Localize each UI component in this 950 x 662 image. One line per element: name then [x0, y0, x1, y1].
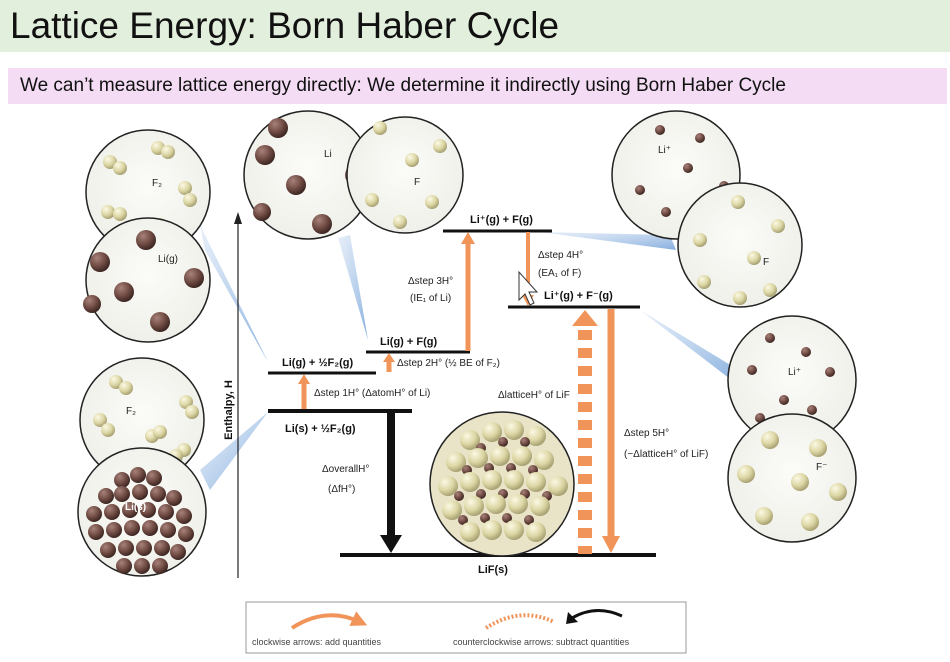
label-lattice: ΔlatticeH° of LiF	[498, 390, 570, 401]
arrow-step1-head	[298, 374, 310, 384]
pointer-li-g	[200, 225, 268, 362]
label-circle-f2-bottom: F₂	[126, 406, 136, 417]
circle-li-plus-right	[727, 315, 857, 445]
pointer-li-plus-right	[640, 310, 738, 385]
label-step4-b: (EA₁ of F)	[538, 268, 581, 279]
label-li-g: Li(g) + ½F₂(g)	[282, 357, 354, 369]
pointer-li-s	[200, 412, 268, 490]
circle-li-g	[83, 217, 211, 343]
arrow-overall-head	[380, 535, 402, 553]
label-circle-li-plus-top: Li⁺	[658, 145, 671, 156]
pointer-li-plus-top	[540, 232, 676, 250]
label-step5-a: Δstep 5H°	[624, 428, 669, 439]
legend-dashed-arrow	[484, 613, 555, 630]
label-circle-f-right: F	[763, 257, 769, 268]
subtitle-bar: We can’t measure lattice energy directly…	[8, 68, 947, 104]
label-circle-f-top: F	[414, 177, 420, 188]
label-lif-s: LiF(s)	[478, 564, 508, 576]
label-circle-li-plus-right: Li⁺	[788, 367, 801, 378]
arrow-step2-head	[383, 353, 395, 362]
circle-f-right	[677, 182, 803, 308]
title-bar: Lattice Energy: Born Haber Cycle	[0, 0, 950, 52]
label-li-plus-f: Li⁺(g) + F(g)	[470, 214, 533, 226]
y-axis-arrowhead	[234, 212, 242, 224]
mouse-cursor-icon	[518, 270, 539, 306]
label-overall-a: ΔoverallH°	[322, 464, 369, 475]
label-circle-li-g: Li(g)	[158, 254, 178, 265]
arrow-step5-head	[602, 536, 620, 553]
label-step3-b: (IE₁ of Li)	[410, 293, 451, 304]
label-circle-f-minus: F⁻	[816, 462, 827, 473]
label-li-f: Li(g) + F(g)	[380, 336, 437, 348]
arrow-step3-head	[461, 232, 475, 244]
legend-clockwise-arrow	[290, 611, 368, 630]
legend-clockwise-text: clockwise arrows: add quantities	[252, 637, 382, 647]
label-step4-a: Δstep 4H°	[538, 250, 583, 261]
pointer-li-f-top	[338, 235, 368, 340]
legend-counterclockwise-text: counterclockwise arrows: subtract quanti…	[453, 637, 630, 647]
label-circle-f2-top: F₂	[152, 178, 162, 189]
label-overall-b: (ΔfH°)	[328, 484, 355, 495]
label-circle-li-s: Li(s)	[125, 502, 146, 513]
slide-title: Lattice Energy: Born Haber Cycle	[10, 5, 560, 46]
legend-counterclockwise-arrow	[571, 609, 623, 620]
arrow-lattice	[572, 310, 598, 554]
label-step5-b: (−ΔlatticeH° of LiF)	[624, 449, 708, 460]
circle-f-top	[346, 116, 464, 234]
legend-box	[245, 601, 687, 654]
circle-lif-crystal	[429, 411, 575, 557]
energy-levels	[268, 229, 656, 557]
label-step3-a: Δstep 3H°	[408, 276, 453, 287]
slide-subtitle: We can’t measure lattice energy directly…	[20, 75, 786, 96]
legend-counterclockwise-head	[566, 612, 578, 624]
circle-f2-bottom	[79, 357, 205, 483]
circle-li-s	[77, 447, 207, 577]
circle-f-minus	[727, 413, 857, 543]
label-circle-li-top: Li	[324, 149, 332, 160]
label-li-plus-f-minus: Li⁺(g) + F⁻(g)	[544, 290, 613, 302]
label-step2: Δstep 2H° (½ BE of F₂)	[397, 358, 500, 369]
label-li-s: Li(s) + ½F₂(g)	[285, 423, 356, 435]
blue-pointers	[200, 225, 738, 490]
y-axis-label: Enthalpy, H	[223, 380, 235, 440]
label-step1: Δstep 1H° (ΔatomH° of Li)	[314, 388, 430, 399]
